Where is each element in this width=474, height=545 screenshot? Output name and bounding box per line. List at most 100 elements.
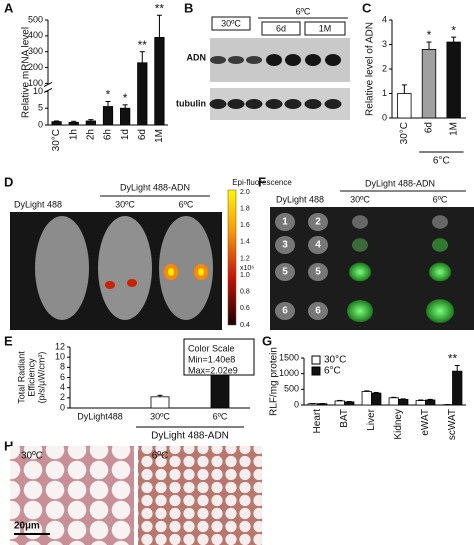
bar bbox=[421, 49, 437, 119]
y-tick-label: 4 bbox=[60, 382, 65, 392]
panel-letter: B bbox=[184, 0, 193, 15]
organ bbox=[308, 302, 328, 320]
organ bbox=[308, 213, 328, 231]
mouse bbox=[98, 216, 152, 320]
condition-label: 6ºC bbox=[179, 199, 194, 209]
blot-band bbox=[245, 99, 263, 109]
y-tick-label: 100 bbox=[28, 78, 43, 88]
organ-number: 5 bbox=[282, 267, 288, 278]
blot-band bbox=[228, 56, 244, 64]
mouse bbox=[35, 216, 89, 320]
organ bbox=[308, 236, 328, 254]
organ bbox=[426, 299, 454, 323]
y-axis-label: Relative mRNA level bbox=[21, 27, 32, 118]
x-tick-label: 1M bbox=[448, 122, 459, 136]
y-tick-label: 8 bbox=[60, 362, 65, 372]
colorbar-tick-label: 1.2 bbox=[240, 255, 250, 262]
x-tick-label: 6ºC bbox=[213, 411, 228, 421]
y-tick-label: 400 bbox=[28, 30, 43, 40]
organ bbox=[275, 302, 295, 320]
condition-label: 30ºC bbox=[350, 194, 370, 204]
y-tick-label: 10 bbox=[33, 86, 43, 96]
bar bbox=[137, 62, 148, 126]
x-tick-label: 6d bbox=[137, 129, 148, 140]
x-tick-label: Heart bbox=[312, 409, 323, 434]
condition-label: 6ºC bbox=[296, 6, 311, 16]
condition-label: 30ºC bbox=[221, 18, 241, 28]
axis-break bbox=[43, 81, 53, 87]
colorbar-tick-label: 1.0 bbox=[240, 272, 250, 279]
row-label: ADN bbox=[187, 52, 207, 62]
time-label: 1M bbox=[319, 23, 332, 33]
blot-band bbox=[325, 54, 341, 66]
panel-letter: G bbox=[262, 333, 272, 348]
organ bbox=[347, 299, 373, 323]
y-axis-label: RLF/mg protein bbox=[269, 347, 280, 416]
legend-swatch bbox=[311, 366, 321, 376]
group-label: DyLight 488-ADN bbox=[151, 431, 229, 442]
note-text: Min=1.40e8 bbox=[188, 354, 235, 364]
legend-label: 6°C bbox=[324, 366, 341, 377]
colorbar-tick-label: 2.0 bbox=[240, 189, 250, 196]
significance: * bbox=[451, 23, 456, 37]
mouse bbox=[159, 216, 213, 320]
y-tick-label: 0 bbox=[38, 119, 43, 129]
y-tick-label: 10 bbox=[55, 352, 65, 362]
colorbar-tick-label: 1.6 bbox=[240, 222, 250, 229]
bar bbox=[397, 93, 412, 119]
y-tick-label: 12 bbox=[55, 341, 65, 351]
y-tick-label: 300 bbox=[28, 46, 43, 56]
organ bbox=[432, 215, 448, 229]
blot-band bbox=[266, 54, 282, 66]
blot-band bbox=[324, 99, 342, 109]
y-tick-label: 2 bbox=[60, 392, 65, 402]
histology bbox=[138, 446, 262, 545]
x-tick-label: eWAT bbox=[420, 409, 431, 436]
y-tick-label: 500 bbox=[284, 384, 299, 394]
significance: ** bbox=[448, 352, 458, 366]
label-box bbox=[261, 21, 301, 36]
bar bbox=[452, 370, 463, 406]
bar bbox=[102, 106, 114, 126]
y-tick-label: 3 bbox=[382, 39, 387, 49]
bar bbox=[371, 392, 382, 406]
x-tick-label: 1h bbox=[68, 129, 79, 140]
legend-label: 30°C bbox=[324, 355, 346, 366]
bar bbox=[334, 400, 345, 406]
significance: * bbox=[427, 28, 432, 42]
x-tick-label: 30°C bbox=[399, 122, 410, 144]
colorbar-tick-label: 0.4 bbox=[240, 322, 250, 329]
y-tick-label: 5 bbox=[38, 103, 43, 113]
blot-band bbox=[284, 99, 302, 109]
blot-band bbox=[285, 54, 301, 66]
blot-band bbox=[304, 99, 322, 109]
organ bbox=[275, 263, 295, 281]
y-axis-label: Relative level of ADN bbox=[365, 22, 376, 116]
condition-label: 30ºC bbox=[115, 199, 135, 209]
group-label: DyLight 488-ADN bbox=[120, 182, 190, 192]
panel-letter: A bbox=[4, 0, 14, 15]
note-text: Max=2.02e9 bbox=[188, 365, 238, 375]
colorbar-tick-label: 0.6 bbox=[240, 305, 250, 312]
x-tick-label: 2h bbox=[85, 129, 96, 140]
group-label: DyLight 488-ADN bbox=[365, 178, 435, 188]
organ bbox=[308, 263, 328, 281]
bar bbox=[154, 37, 165, 126]
colorbar-unit: x10⁶ bbox=[240, 265, 254, 272]
condition-label: 6ºC bbox=[433, 194, 448, 204]
panel-letter: H bbox=[4, 438, 13, 453]
x-tick-label: scWAT bbox=[447, 409, 458, 440]
panel-letter: E bbox=[4, 333, 13, 348]
organ bbox=[352, 215, 368, 229]
x-tick-label: Liver bbox=[366, 408, 377, 430]
y-tick-label: 0 bbox=[294, 399, 299, 409]
organ-number: 3 bbox=[282, 240, 288, 251]
colorbar-tick-label: 0.8 bbox=[240, 289, 250, 296]
organ-number: 6 bbox=[282, 306, 288, 317]
organ bbox=[275, 236, 295, 254]
blot-band bbox=[210, 56, 226, 64]
significance: * bbox=[123, 91, 128, 105]
organ bbox=[275, 213, 295, 231]
